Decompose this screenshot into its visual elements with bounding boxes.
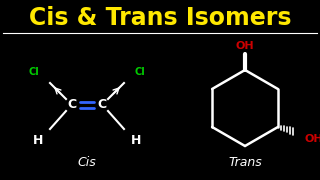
Text: H: H bbox=[33, 134, 43, 147]
Text: Cl: Cl bbox=[135, 67, 145, 77]
Text: OH: OH bbox=[236, 41, 254, 51]
Text: Cis: Cis bbox=[78, 156, 96, 168]
Text: OH: OH bbox=[305, 134, 320, 144]
Text: Cis & Trans Isomers: Cis & Trans Isomers bbox=[29, 6, 291, 30]
Text: Trans: Trans bbox=[228, 156, 262, 168]
Text: C: C bbox=[68, 98, 76, 111]
Text: C: C bbox=[97, 98, 107, 111]
Text: H: H bbox=[131, 134, 141, 147]
Text: Cl: Cl bbox=[28, 67, 39, 77]
